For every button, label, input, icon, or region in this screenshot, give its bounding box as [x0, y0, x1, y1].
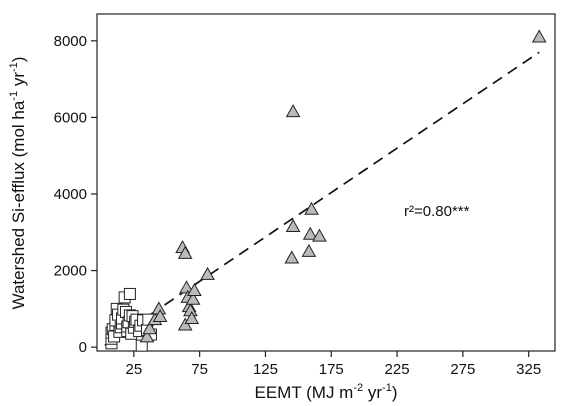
y-tick-label: 4000 [54, 186, 87, 203]
triangle-point [184, 310, 200, 324]
x-axis-title: EEMT (MJ m-2 yr-1) [255, 382, 398, 402]
y-axis-title: Watershed Si-efflux (mol ha-1 yr-1) [8, 57, 28, 310]
r-squared-annotation: r²=0.80*** [404, 203, 470, 220]
x-tick-label: 75 [191, 361, 208, 378]
x-axis-title-mid: yr [363, 383, 382, 402]
y-tick-label: 8000 [54, 33, 87, 50]
x-tick-label: 275 [450, 361, 475, 378]
triangle-point [312, 228, 327, 242]
y-tick-label: 6000 [54, 109, 87, 126]
y-axis-title-end: ) [9, 57, 28, 63]
square-point [123, 287, 136, 300]
x-tick-label: 25 [126, 361, 143, 378]
regression-line [104, 51, 540, 346]
x-tick-label: 325 [516, 361, 541, 378]
y-axis-title-sup2: -1 [8, 62, 20, 72]
triangle-point [177, 245, 193, 259]
triangle-point [301, 243, 317, 257]
y-axis-title-main: Watershed Si-efflux (mol ha [9, 100, 28, 309]
triangle-point [531, 29, 547, 43]
y-axis-title-mid: yr [9, 72, 28, 91]
triangle-point [142, 321, 158, 335]
y-tick-label: 2000 [54, 263, 87, 280]
plot-frame [96, 13, 556, 352]
triangle-point [200, 266, 215, 280]
x-tick-label: 225 [385, 361, 410, 378]
x-tick-label: 125 [253, 361, 278, 378]
y-tick-label: 0 [79, 339, 87, 356]
triangle-point [302, 226, 318, 240]
data-points [105, 29, 547, 352]
x-tick-label: 175 [319, 361, 344, 378]
x-axis-title-sup1: -2 [353, 382, 363, 394]
y-axis-ticks: 0 2000 4000 6000 8000 [54, 33, 97, 356]
triangle-point [285, 219, 301, 233]
triangle-point [152, 309, 168, 323]
triangle-point [284, 250, 300, 264]
x-axis-ticks: 25 75 125 175 225 275 325 [126, 351, 541, 378]
triangle-point [285, 104, 301, 118]
x-axis-title-sup2: -1 [382, 382, 392, 394]
triangle-point [187, 282, 202, 296]
triangle-point [304, 201, 319, 215]
y-axis-title-sup1: -1 [8, 91, 20, 101]
x-axis-title-end: ) [392, 383, 398, 402]
triangle-point [185, 291, 201, 305]
triangle-point [139, 329, 155, 343]
x-axis-title-main: EEMT (MJ m [255, 383, 354, 402]
triangle-point [177, 317, 193, 331]
